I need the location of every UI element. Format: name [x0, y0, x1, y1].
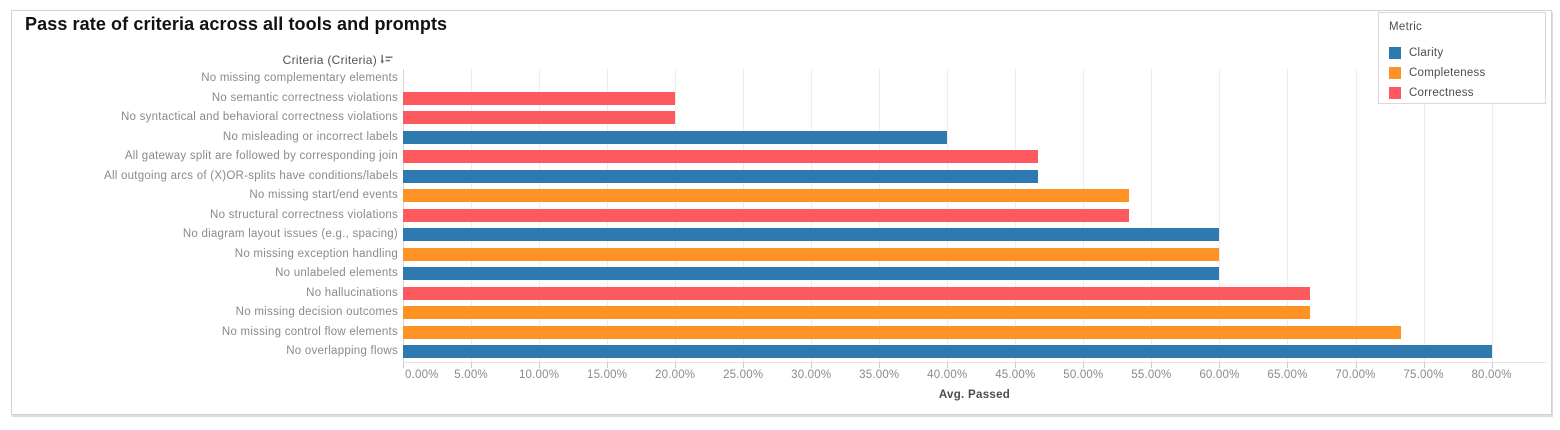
axis-tick-label: 75.00% [1403, 368, 1444, 381]
axis-tick [539, 362, 541, 368]
legend-item-correctness[interactable]: Correctness [1389, 83, 1541, 103]
axis-tick [1355, 362, 1357, 368]
row-label[interactable]: No missing exception handling [234, 247, 398, 260]
axis-tick-label: 45.00% [995, 368, 1036, 381]
row-label[interactable]: No missing start/end events [249, 189, 398, 201]
bar-clarity[interactable] [403, 228, 1220, 242]
sort-descending-icon[interactable] [380, 54, 393, 68]
legend-title: Metric [1389, 21, 1423, 33]
plot-area [403, 69, 1546, 362]
legend-items: Clarity Completeness Correctness [1389, 43, 1541, 103]
axis-tick [879, 362, 881, 368]
axis-tick [471, 362, 473, 368]
gridline [1219, 69, 1221, 362]
axis-tick-label: 5.00% [454, 368, 488, 381]
bar-completeness[interactable] [403, 189, 1129, 203]
axis-tick-label: 35.00% [859, 368, 900, 381]
axis-tick [1151, 362, 1153, 368]
legend-swatch-icon [1389, 67, 1401, 79]
bar-correctness[interactable] [403, 208, 1129, 222]
legend-swatch-icon [1389, 47, 1401, 59]
legend-item-clarity[interactable]: Clarity [1389, 43, 1541, 63]
gridline [1151, 69, 1153, 362]
axis-tick-label: 60.00% [1199, 368, 1240, 381]
row-label[interactable]: All outgoing arcs of (X)OR-splits have c… [104, 169, 398, 182]
row-label[interactable]: No semantic correctness violations [211, 91, 398, 104]
row-label[interactable]: No missing decision outcomes [235, 306, 398, 318]
row-label[interactable]: No missing complementary elements [201, 72, 398, 84]
gridline [1423, 69, 1425, 362]
legend-swatch-icon [1389, 87, 1401, 99]
bar-correctness[interactable] [403, 111, 676, 125]
row-label[interactable]: No overlapping flows [286, 345, 398, 357]
row-label[interactable]: No structural correctness violations [210, 208, 398, 221]
bar-completeness[interactable] [403, 306, 1311, 320]
axis-tick-label: 65.00% [1267, 368, 1308, 381]
legend-item-completeness[interactable]: Completeness [1389, 63, 1541, 83]
criteria-column-header-label[interactable]: Criteria (Criteria) [282, 53, 377, 67]
axis-tick [1015, 362, 1017, 368]
row-label[interactable]: No hallucinations [306, 286, 398, 299]
x-axis-title: Avg. Passed [938, 388, 1011, 401]
gridline [1355, 69, 1357, 362]
axis-tick [1491, 362, 1493, 368]
axis-tick-label: 70.00% [1335, 368, 1376, 381]
axis-tick-label: 50.00% [1063, 368, 1104, 381]
legend-item-label: Clarity [1409, 47, 1444, 59]
axis-tick-label: 25.00% [723, 368, 764, 381]
row-label[interactable]: All gateway split are followed by corres… [124, 150, 398, 162]
criteria-column-header: Criteria (Criteria) [12, 53, 393, 68]
axis-tick-label: 40.00% [927, 368, 968, 381]
bar-correctness[interactable] [403, 286, 1311, 300]
axis-tick [1219, 362, 1221, 368]
axis-tick [675, 362, 677, 368]
row-label[interactable]: No diagram layout issues (e.g., spacing) [182, 228, 398, 240]
bar-clarity[interactable] [403, 130, 948, 144]
axis-tick [1423, 362, 1425, 368]
row-label[interactable]: No syntactical and behavioral correctnes… [121, 111, 398, 123]
bar-correctness[interactable] [403, 150, 1039, 164]
axis-tick [607, 362, 609, 368]
axis-tick-label: 55.00% [1131, 368, 1172, 381]
axis-tick-label: 10.00% [518, 368, 560, 381]
legend: Metric Clarity Completeness Correctness [1378, 12, 1546, 104]
x-axis: Avg. Passed 0.00% 5.00% 10.00% 15.00% 20.00%… [403, 361, 1546, 413]
legend-item-label: Completeness [1409, 67, 1486, 79]
axis-tick [947, 362, 949, 368]
bar-clarity[interactable] [403, 345, 1492, 359]
gridline [1491, 69, 1493, 362]
row-label[interactable]: No missing control flow elements [221, 325, 398, 338]
axis-tick-label: 15.00% [586, 368, 628, 381]
bar-correctness[interactable] [403, 91, 676, 105]
axis-tick-label: 30.00% [791, 368, 832, 381]
bar-completeness[interactable] [403, 247, 1220, 261]
row-label[interactable]: No unlabeled elements [275, 267, 398, 279]
legend-item-label: Correctness [1409, 87, 1474, 99]
row-label[interactable]: No misleading or incorrect labels [222, 130, 398, 143]
axis-tick [403, 362, 404, 368]
axis-tick [1083, 362, 1085, 368]
dashboard-frame: Pass rate of criteria across all tools a… [11, 10, 1552, 415]
bar-clarity[interactable] [403, 169, 1039, 183]
axis-tick [1287, 362, 1289, 368]
axis-tick [811, 362, 813, 368]
axis-tick [743, 362, 745, 368]
bar-completeness[interactable] [403, 325, 1401, 339]
criteria-row-labels: No missing complementary elements No sema… [12, 69, 398, 362]
chart-title: Pass rate of criteria across all tools a… [25, 14, 448, 34]
gridline [1287, 69, 1289, 362]
axis-tick-label: 80.00% [1471, 368, 1512, 381]
bar-clarity[interactable] [403, 267, 1220, 281]
axis-tick-label: 0.00% [405, 368, 439, 381]
axis-tick-label: 20.00% [655, 368, 696, 381]
